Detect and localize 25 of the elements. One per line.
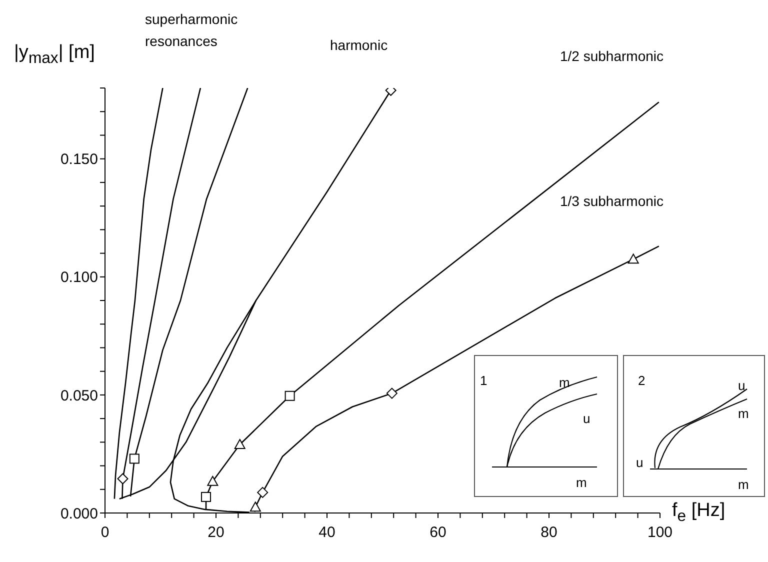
text: m xyxy=(738,476,749,494)
y-tick-label: 0.100 xyxy=(60,269,98,286)
x-tick-label: 0 xyxy=(100,524,110,541)
y-tick-label: 0.150 xyxy=(60,151,98,168)
text: 1/2 subharmonic xyxy=(560,47,664,66)
text: harmonic xyxy=(330,36,388,55)
annotation: 1/3 subharmonic xyxy=(560,192,664,211)
x-tick-label: 20 xyxy=(208,524,224,541)
annotation: u xyxy=(583,410,590,428)
y-axis-title: |y$_{max}$| [m] xyxy=(14,42,95,68)
x-tick-label: 100 xyxy=(647,524,673,541)
x-tick-label: 80 xyxy=(540,524,558,541)
text: superharmonic resonances xyxy=(145,10,239,51)
text: m xyxy=(738,405,749,423)
text: u xyxy=(738,377,746,395)
annotation: 2 xyxy=(638,372,646,390)
y-tick-label: 0.000 xyxy=(60,505,98,522)
x-tick-label: 40 xyxy=(318,524,336,541)
x-axis-title: f$_{e}$ [Hz] xyxy=(672,500,726,526)
x-tick-label: 60 xyxy=(430,524,446,541)
annotation: 1 xyxy=(480,372,488,390)
annotation: u xyxy=(636,454,644,472)
annotation: m xyxy=(576,474,587,492)
annotation: m xyxy=(559,374,570,392)
y-tick-label: 0.050 xyxy=(60,387,98,404)
